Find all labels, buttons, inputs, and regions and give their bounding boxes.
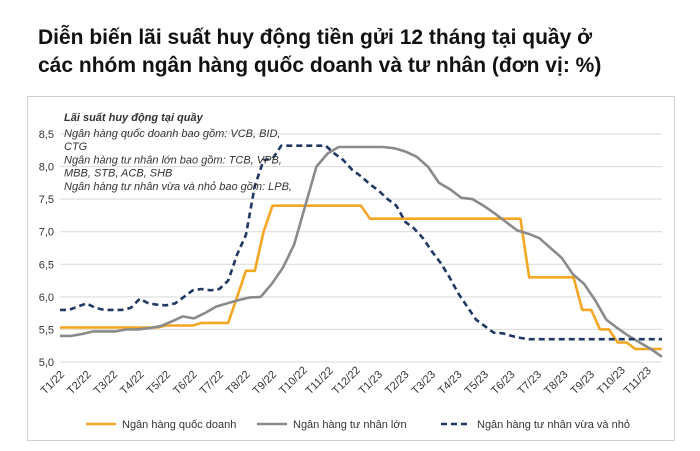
- x-tick-label: T7/23: [516, 369, 544, 397]
- x-tick-label: T5/22: [145, 369, 173, 397]
- x-tick-label: T9/23: [569, 369, 597, 397]
- chart-title-line-2: các nhóm ngân hàng quốc doanh và tư nhân…: [38, 54, 602, 77]
- annotation-heading: Lãi suất huy động tại quầy: [64, 112, 204, 124]
- x-tick-label: T8/23: [542, 369, 570, 397]
- legend: Ngân hàng quốc doanh Ngân hàng tư nhân lớ…: [86, 419, 630, 431]
- y-tick-label: 6,0: [39, 292, 54, 304]
- x-tick-label: T10/23: [595, 364, 628, 397]
- y-tick-label: 8,5: [39, 129, 54, 141]
- chart-title: Diễn biến lãi suất huy động tiền gửi 12 …: [38, 24, 688, 80]
- x-tick-label: T5/23: [463, 369, 491, 397]
- x-tick-label: T8/22: [224, 369, 252, 397]
- chart-title-line-1: Diễn biến lãi suất huy động tiền gửi 12 …: [38, 26, 593, 49]
- annotation-line: Ngân hàng tư nhân vừa và nhỏ bao gồm: LP…: [64, 181, 292, 193]
- x-tick-label: T3/22: [92, 369, 120, 397]
- x-tick-label: T7/22: [198, 369, 226, 397]
- y-tick-label: 7,5: [39, 194, 54, 206]
- x-tick-label: T4/23: [436, 369, 464, 397]
- x-axis-ticks: T1/22T2/22T3/22T4/22T5/22T6/22T7/22T8/22…: [39, 364, 654, 397]
- chart-annotation: Lãi suất huy động tại quầy Ngân hàng quốc…: [64, 112, 292, 193]
- x-tick-label: T12/22: [330, 364, 363, 397]
- chart-frame: [27, 96, 675, 441]
- x-tick-label: T3/23: [410, 369, 438, 397]
- annotation-line: CTG: [64, 141, 88, 153]
- x-tick-label: T10/22: [277, 364, 310, 397]
- x-tick-label: T1/22: [39, 369, 67, 397]
- y-axis-ticks: 5,0 5,5 6,0 6,5 7,0 7,5 8,0 8,5: [39, 129, 54, 369]
- y-tick-label: 6,5: [39, 259, 54, 271]
- series-layer: [60, 144, 663, 358]
- grid-layer: [60, 133, 662, 363]
- x-tick-label: T2/23: [383, 369, 411, 397]
- series-line-3: [60, 144, 662, 341]
- y-tick-label: 8,0: [39, 162, 54, 174]
- legend-label-3: Ngân hàng tư nhân vừa và nhỏ: [477, 419, 630, 431]
- x-tick-label: T6/22: [171, 369, 199, 397]
- x-tick-label: T2/22: [65, 369, 93, 397]
- annotation-line: Ngân hàng tư nhân lớn bao gồm: TCB, VPB,: [64, 154, 282, 166]
- x-tick-label: T4/22: [118, 369, 146, 397]
- y-tick-label: 5,0: [39, 357, 54, 369]
- annotation-line: Ngân hàng quốc doanh bao gồm: VCB, BID,: [64, 128, 280, 140]
- series-line-2: [60, 145, 663, 358]
- y-tick-label: 5,5: [39, 324, 54, 336]
- annotation-line: MBB, STB, ACB, SHB: [64, 168, 172, 180]
- legend-label-1: Ngân hàng quốc doanh: [122, 419, 236, 431]
- x-tick-label: T11/22: [304, 365, 336, 397]
- legend-label-2: Ngân hàng tư nhân lớn: [293, 419, 407, 431]
- x-tick-label: T11/23: [622, 365, 654, 397]
- x-tick-label: T9/22: [251, 369, 279, 397]
- x-tick-label: T6/23: [489, 369, 517, 397]
- y-tick-label: 7,0: [39, 227, 54, 239]
